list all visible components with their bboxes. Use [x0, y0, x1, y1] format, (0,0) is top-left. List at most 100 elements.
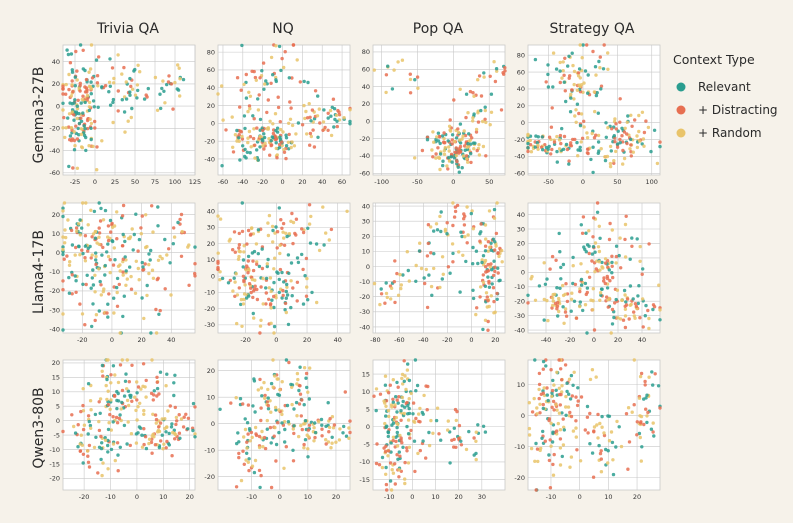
data-point	[414, 416, 418, 421]
y-tick-label: 20	[362, 233, 370, 241]
data-point	[233, 133, 238, 137]
data-point	[261, 445, 265, 449]
data-point	[93, 126, 97, 130]
data-point	[106, 403, 111, 407]
data-point	[61, 312, 65, 316]
data-point	[172, 381, 176, 385]
data-point	[546, 63, 550, 67]
data-point	[639, 421, 643, 425]
data-point	[253, 284, 257, 288]
data-point	[563, 310, 568, 314]
data-point	[562, 134, 567, 139]
data-point	[115, 285, 119, 290]
data-point	[658, 140, 662, 144]
data-point	[80, 312, 85, 316]
data-point	[138, 70, 142, 74]
data-point	[238, 158, 242, 162]
x-tick-label: 0	[410, 493, 414, 501]
data-point	[281, 130, 285, 134]
data-point	[258, 76, 262, 80]
row-title-qwen3-80b: Qwen3-80B	[31, 387, 47, 468]
data-point	[81, 452, 86, 456]
data-point	[623, 255, 628, 259]
data-point	[451, 251, 455, 256]
data-point	[309, 134, 313, 139]
data-point	[469, 151, 473, 156]
data-point	[147, 252, 151, 256]
data-point	[291, 286, 295, 290]
data-point	[296, 121, 301, 125]
data-point	[464, 92, 469, 96]
data-point	[242, 279, 246, 284]
data-point	[608, 161, 613, 166]
data-point	[258, 485, 262, 490]
data-point	[334, 440, 338, 444]
data-point	[298, 365, 302, 369]
data-point	[443, 227, 448, 232]
y-tick-label: 0	[211, 120, 215, 128]
data-point	[250, 251, 255, 255]
data-point	[95, 81, 100, 85]
data-point	[76, 98, 80, 103]
y-tick-label: -20	[514, 298, 525, 306]
y-tick-label: 10	[517, 254, 525, 262]
data-point	[295, 256, 300, 260]
data-point	[241, 144, 245, 148]
data-point	[260, 247, 264, 251]
data-point	[240, 201, 244, 205]
data-point	[282, 236, 286, 240]
data-point	[630, 244, 634, 248]
data-point	[565, 389, 569, 394]
data-point	[268, 276, 273, 280]
y-tick-label: 40	[207, 207, 215, 215]
data-point	[526, 149, 530, 154]
data-point	[106, 467, 110, 471]
data-point	[492, 273, 496, 278]
data-point	[481, 327, 485, 332]
data-point	[568, 110, 573, 114]
data-point	[141, 384, 145, 388]
y-tick-label: 10	[362, 388, 370, 396]
data-point	[116, 391, 120, 396]
data-point	[115, 290, 119, 295]
data-point	[462, 223, 467, 227]
data-point	[395, 410, 399, 414]
data-point	[72, 118, 76, 122]
data-point	[94, 262, 98, 267]
data-point	[253, 410, 257, 414]
data-point	[589, 157, 593, 162]
data-point	[106, 450, 110, 454]
data-point	[568, 74, 572, 78]
data-point	[286, 140, 291, 144]
data-point	[486, 328, 490, 332]
data-point	[250, 226, 254, 230]
data-point	[111, 263, 116, 267]
data-point	[603, 257, 608, 261]
x-tick-label: 0	[578, 493, 582, 501]
x-tick-label: 0	[451, 178, 455, 186]
y-tick-label: 20	[207, 102, 215, 110]
data-point	[387, 414, 391, 419]
data-point	[592, 216, 596, 220]
data-point	[302, 403, 306, 407]
data-point	[61, 92, 65, 96]
data-point	[575, 448, 579, 452]
data-point	[406, 432, 411, 436]
y-tick-label: 40	[207, 84, 215, 92]
data-point	[259, 285, 263, 289]
data-point	[94, 58, 99, 62]
data-point	[72, 130, 76, 134]
data-point	[79, 409, 83, 414]
data-point	[434, 152, 438, 156]
data-point	[599, 470, 604, 474]
data-point	[168, 404, 172, 408]
data-point	[555, 160, 559, 164]
data-point	[169, 293, 173, 297]
data-point	[551, 51, 556, 55]
data-point	[220, 276, 225, 281]
data-point	[602, 279, 606, 283]
data-point	[233, 294, 237, 298]
data-point	[624, 412, 629, 416]
data-point	[92, 209, 97, 214]
